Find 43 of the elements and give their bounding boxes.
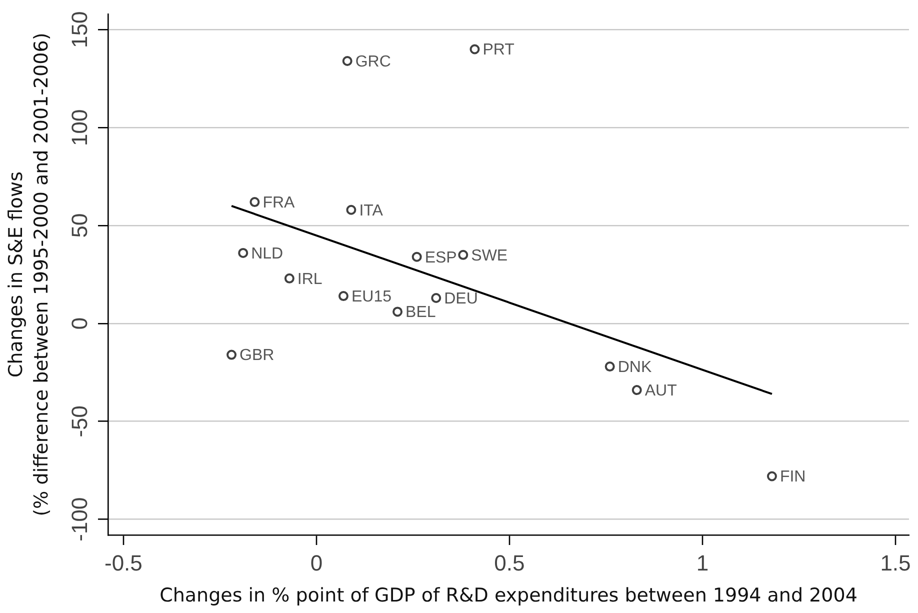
annotation: DEU	[444, 290, 478, 308]
annotation: FRA	[262, 194, 296, 212]
point	[412, 252, 422, 262]
x-tick-label: -0.5	[104, 550, 142, 576]
annotation: GBR	[240, 347, 274, 364]
point	[766, 471, 777, 482]
point	[342, 56, 352, 66]
point	[226, 350, 237, 360]
annotation: SWE	[471, 247, 508, 264]
annotation: EU15	[351, 288, 392, 306]
annotation: AUT	[644, 382, 678, 400]
y-tick-label: -50	[67, 406, 92, 438]
point	[250, 197, 260, 208]
annotation: PRT	[482, 42, 515, 59]
point	[604, 362, 615, 372]
point	[346, 204, 356, 215]
point	[238, 248, 248, 258]
y-tick-label: 100	[67, 109, 92, 146]
point	[338, 291, 348, 302]
point	[284, 273, 294, 284]
x-axis-title: Changes in % point of GDP of R&D expenditures between 1994 and 2004	[160, 584, 858, 607]
x-tick-label: 0.5	[494, 550, 525, 576]
annotation: NLD	[251, 245, 284, 262]
y-tick-label: 150	[67, 11, 92, 48]
annotation: ESP	[424, 249, 457, 266]
annotation: IRL	[297, 270, 322, 288]
annotation: ITA	[359, 202, 384, 220]
y-axis-title: Changes in S&E flows (% difference between 1995-2000 and 2001-2006)	[4, 32, 52, 516]
point	[458, 250, 468, 260]
annotation: BEL	[406, 304, 436, 322]
annotation: FIN	[780, 468, 806, 486]
point	[431, 293, 442, 304]
x-tick-label: 1.5	[880, 550, 911, 576]
y-tick-label: 0	[67, 317, 92, 330]
point	[632, 385, 642, 396]
y-tick-label: -100	[67, 497, 92, 542]
annotation: GRC	[355, 53, 391, 70]
point	[470, 44, 480, 54]
x-tick-label: 1	[696, 550, 709, 576]
annotation: DNK	[618, 358, 652, 376]
x-tick-label: 0	[310, 550, 323, 576]
y-tick-label: 50	[67, 213, 92, 238]
point	[392, 306, 403, 317]
